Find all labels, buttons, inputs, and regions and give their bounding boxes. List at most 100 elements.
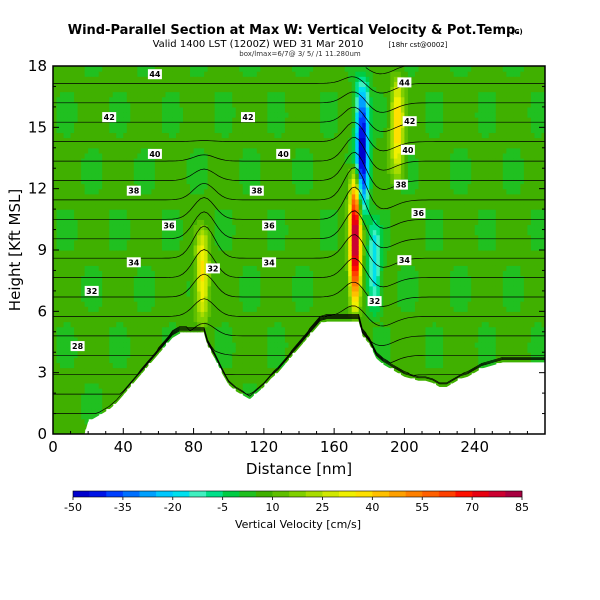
velocity-cell (56, 244, 61, 251)
velocity-cell (323, 76, 328, 82)
velocity-cell (172, 316, 177, 323)
velocity-cell (239, 239, 244, 246)
velocity-cell (309, 296, 314, 302)
velocity-cell (291, 224, 297, 231)
velocity-cell (253, 362, 258, 369)
velocity-cell (154, 285, 160, 292)
velocity-cell (267, 81, 272, 88)
velocity-cell (77, 296, 82, 302)
velocity-cell (119, 367, 124, 374)
velocity-cell (334, 96, 339, 103)
velocity-cell (228, 76, 233, 82)
velocity-cell (256, 280, 261, 287)
velocity-cell (67, 408, 72, 415)
velocity-cell (239, 229, 244, 236)
velocity-cell (95, 173, 100, 180)
velocity-cell (105, 224, 110, 231)
velocity-cell (147, 224, 152, 231)
velocity-cell (88, 382, 93, 389)
velocity-cell (56, 260, 61, 266)
velocity-cell (235, 239, 240, 246)
velocity-cell (95, 132, 100, 139)
velocity-cell (158, 224, 163, 231)
velocity-cell (95, 388, 100, 394)
velocity-cell (53, 173, 58, 180)
velocity-cell (320, 122, 325, 128)
velocity-cell (193, 188, 198, 195)
velocity-cell (81, 204, 86, 210)
velocity-cell (168, 306, 174, 312)
velocity-cell (207, 106, 212, 113)
velocity-cell (193, 285, 198, 292)
velocity-cell (53, 117, 58, 123)
velocity-cell (277, 357, 283, 364)
velocity-cell (119, 306, 124, 312)
velocity-cell (284, 347, 290, 353)
velocity-cell (274, 296, 279, 302)
velocity-cell (330, 71, 335, 77)
velocity-cell (168, 234, 174, 241)
velocity-cell (179, 117, 184, 123)
velocity-cell (133, 347, 138, 353)
velocity-cell (214, 347, 219, 353)
velocity-cell (84, 91, 89, 98)
velocity-cell (232, 362, 237, 369)
velocity-cell (306, 219, 311, 226)
velocity-cell (204, 275, 209, 282)
velocity-cell (270, 214, 275, 220)
velocity-cell (130, 285, 135, 292)
velocity-cell (102, 224, 107, 231)
velocity-cell (112, 204, 117, 210)
velocity-cell (256, 301, 261, 307)
velocity-cell (116, 198, 121, 205)
velocity-cell (88, 403, 93, 410)
velocity-cell (151, 183, 156, 190)
velocity-cell (277, 66, 283, 72)
velocity-cell (193, 71, 198, 77)
velocity-cell (221, 86, 226, 93)
velocity-cell (147, 244, 152, 251)
velocity-cell (235, 71, 240, 77)
velocity-cell (306, 306, 311, 312)
velocity-cell (242, 326, 247, 333)
velocity-cell (207, 127, 212, 134)
velocity-cell (232, 86, 237, 93)
velocity-cell (176, 193, 181, 200)
velocity-cell (147, 86, 152, 93)
velocity-cell (228, 101, 233, 108)
velocity-cell (102, 342, 107, 348)
velocity-cell (316, 112, 321, 118)
velocity-cell (291, 101, 297, 108)
velocity-cell (84, 229, 89, 236)
velocity-cell (133, 362, 138, 369)
velocity-cell (242, 209, 247, 215)
velocity-cell (183, 306, 188, 312)
velocity-cell (140, 311, 145, 318)
velocity-cell (320, 224, 325, 231)
velocity-cell (168, 137, 174, 144)
velocity-cell (313, 76, 318, 82)
velocity-cell (56, 398, 61, 404)
velocity-cell (161, 152, 167, 159)
velocity-cell (218, 342, 223, 348)
velocity-cell (154, 66, 160, 72)
velocity-cell (291, 316, 297, 323)
velocity-cell (284, 285, 290, 292)
velocity-cell (260, 316, 265, 323)
velocity-cell (218, 127, 223, 134)
velocity-cell (306, 106, 311, 113)
velocity-cell (119, 331, 124, 338)
velocity-cell (239, 367, 244, 374)
velocity-cell (323, 101, 328, 108)
velocity-cell (242, 336, 247, 343)
velocity-cell (147, 132, 152, 139)
velocity-cell (295, 168, 300, 174)
velocity-cell (70, 326, 75, 333)
velocity-cell (320, 163, 325, 169)
velocity-cell (232, 296, 237, 302)
velocity-cell (172, 163, 177, 169)
velocity-cell (200, 244, 205, 251)
velocity-cell (81, 168, 86, 174)
velocity-cell (154, 311, 160, 318)
velocity-cell (183, 270, 188, 277)
